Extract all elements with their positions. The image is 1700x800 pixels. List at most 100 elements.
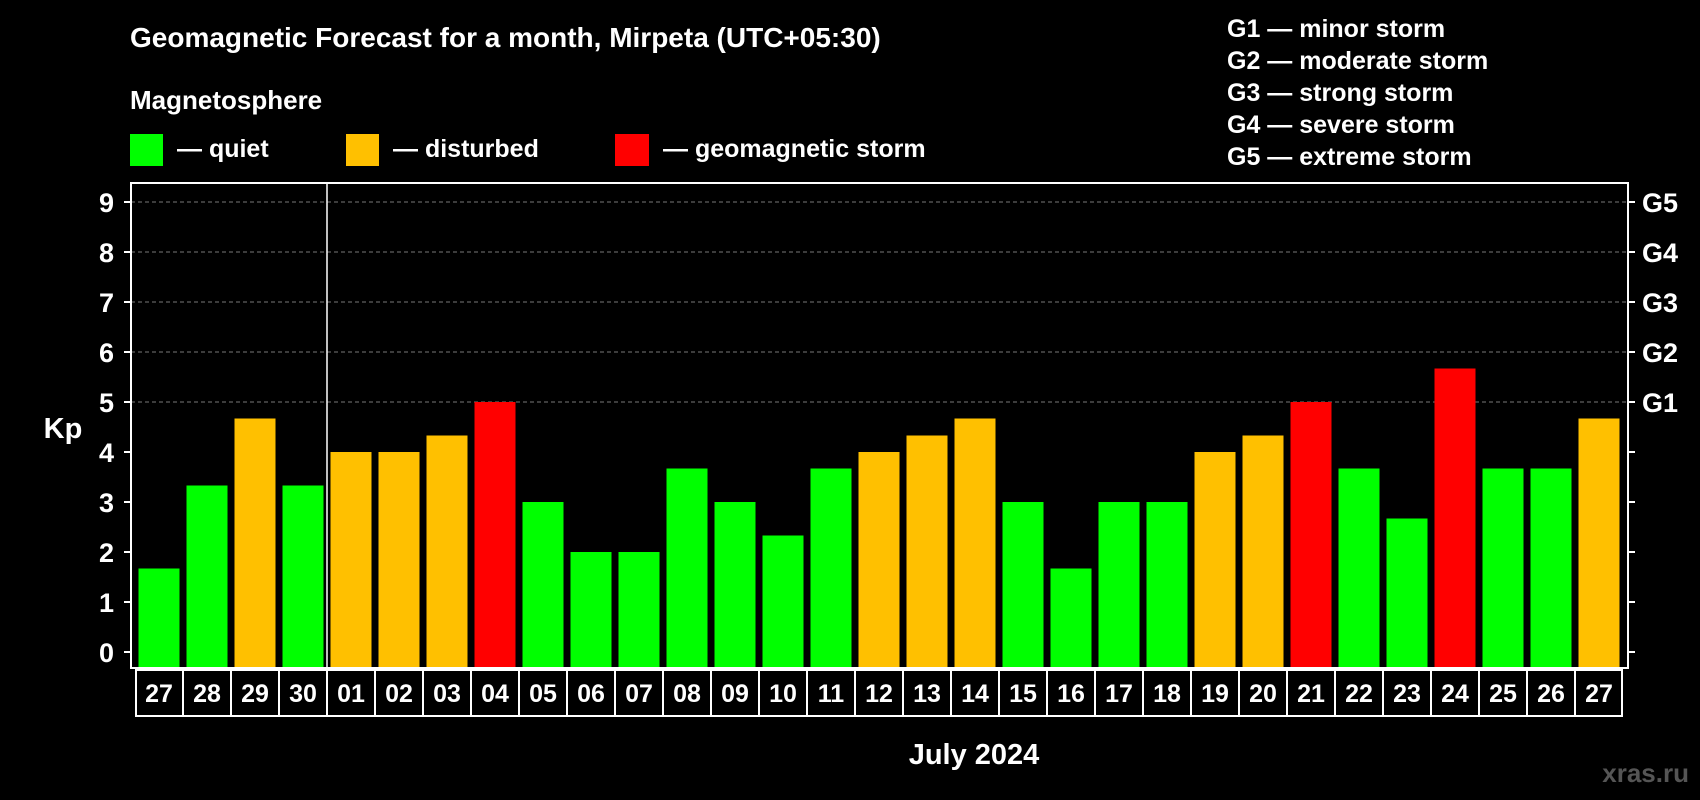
bar-0-27 <box>138 568 180 669</box>
y-tick-label-9: 9 <box>99 188 114 218</box>
x-tick-label-8: 05 <box>529 680 557 708</box>
legend-swatch-quiet <box>130 134 163 166</box>
y-tick-label-4: 4 <box>99 438 114 468</box>
bar-2-29 <box>234 418 276 669</box>
bars-layer <box>138 368 1620 669</box>
g-level-label-g2: G2 <box>1642 338 1678 368</box>
x-tick-label-16: 13 <box>913 680 941 708</box>
bar-14-11 <box>810 468 852 669</box>
watermark: xras.ru <box>1602 758 1689 788</box>
bar-1-28 <box>186 485 228 669</box>
bar-10-07 <box>618 552 660 669</box>
y-tick-label-7: 7 <box>99 288 114 318</box>
chart-subtitle: Magnetosphere <box>130 85 322 115</box>
bar-4-01 <box>330 452 372 669</box>
x-tick-label-18: 15 <box>1009 680 1037 708</box>
bar-30-27 <box>1578 418 1620 669</box>
x-tick-label-21: 18 <box>1153 680 1181 708</box>
bar-5-02 <box>378 452 420 669</box>
legend: — quiet — disturbed — geomagnetic storm <box>130 134 926 166</box>
x-tick-label-12: 09 <box>721 680 749 708</box>
bar-15-12 <box>858 452 900 669</box>
x-tick-label-3: 30 <box>289 680 317 708</box>
x-tick-label-9: 06 <box>577 680 605 708</box>
bar-3-30 <box>282 485 324 669</box>
x-tick-label-14: 11 <box>818 680 845 708</box>
y-tick-label-0: 0 <box>99 638 114 668</box>
x-tick-label-2: 29 <box>241 680 269 708</box>
legend-label-storm: — geomagnetic storm <box>663 135 926 163</box>
g-level-label-g5: G5 <box>1642 188 1678 218</box>
storm-scale-g1: G1 — minor storm <box>1227 15 1445 43</box>
y-tick-label-1: 1 <box>99 588 114 618</box>
x-tick-label-30: 27 <box>1585 680 1613 708</box>
x-tick-label-4: 01 <box>337 680 365 708</box>
y-axis-label: Kp <box>44 413 83 445</box>
bar-19-16 <box>1050 568 1092 669</box>
bar-22-19 <box>1194 452 1236 669</box>
x-tick-label-11: 08 <box>673 680 701 708</box>
x-tick-label-1: 28 <box>193 680 221 708</box>
storm-scale-g3: G3 — strong storm <box>1227 79 1453 107</box>
legend-swatch-disturbed <box>346 134 379 166</box>
bar-17-14 <box>954 418 996 669</box>
storm-scale-g5: G5 — extreme storm <box>1227 143 1472 171</box>
legend-swatch-storm <box>615 134 649 166</box>
y-tick-label-6: 6 <box>99 338 114 368</box>
g-level-label-g3: G3 <box>1642 288 1678 318</box>
y-tick-label-5: 5 <box>99 388 114 418</box>
bar-18-15 <box>1002 502 1044 669</box>
storm-scale-g4: G4 — severe storm <box>1227 111 1455 139</box>
bar-28-25 <box>1482 468 1524 669</box>
y-tick-label-2: 2 <box>99 538 114 568</box>
g-level-label-g4: G4 <box>1642 238 1678 268</box>
x-tick-label-5: 02 <box>385 680 413 708</box>
x-tick-label-10: 07 <box>625 680 653 708</box>
x-tick-label-27: 24 <box>1441 680 1469 708</box>
bar-21-18 <box>1146 502 1188 669</box>
y-tick-label-3: 3 <box>99 488 114 518</box>
bar-12-09 <box>714 502 756 669</box>
bar-7-04 <box>474 402 516 669</box>
storm-scale-g2: G2 — moderate storm <box>1227 47 1488 75</box>
bar-9-06 <box>570 552 612 669</box>
bar-25-22 <box>1338 468 1380 669</box>
bar-16-13 <box>906 435 948 669</box>
x-axis-label: July 2024 <box>909 739 1040 771</box>
grid-layer <box>131 201 1628 403</box>
plot-frame <box>130 182 1629 669</box>
x-tick-label-0: 27 <box>145 680 173 708</box>
bar-23-20 <box>1242 435 1284 669</box>
bar-8-05 <box>522 502 564 669</box>
bar-26-23 <box>1386 518 1428 669</box>
storm-scale: G1 — minor storm G2 — moderate storm G3 … <box>1227 15 1488 171</box>
legend-label-disturbed: — disturbed <box>393 135 539 163</box>
bar-24-21 <box>1290 402 1332 669</box>
x-tick-label-20: 17 <box>1105 680 1133 708</box>
x-tick-label-29: 26 <box>1537 680 1565 708</box>
g-level-label-g1: G1 <box>1642 388 1678 418</box>
x-tick-label-19: 16 <box>1057 680 1085 708</box>
x-tick-label-22: 19 <box>1201 680 1229 708</box>
bar-20-17 <box>1098 502 1140 669</box>
x-tick-label-26: 23 <box>1393 680 1421 708</box>
bar-13-10 <box>762 535 804 669</box>
x-tick-label-13: 10 <box>769 680 797 708</box>
y-tick-label-8: 8 <box>99 238 114 268</box>
chart-title: Geomagnetic Forecast for a month, Mirpet… <box>130 22 881 53</box>
legend-label-quiet: — quiet <box>177 135 269 163</box>
x-tick-label-17: 14 <box>961 680 989 708</box>
x-label-row <box>135 669 1623 717</box>
x-tick-label-23: 20 <box>1249 680 1277 708</box>
x-tick-label-28: 25 <box>1489 680 1517 708</box>
x-tick-label-25: 22 <box>1345 680 1373 708</box>
bar-27-24 <box>1434 368 1476 669</box>
x-tick-label-6: 03 <box>433 680 461 708</box>
bar-29-26 <box>1530 468 1572 669</box>
x-tick-label-24: 21 <box>1297 680 1325 708</box>
bar-6-03 <box>426 435 468 669</box>
bar-11-08 <box>666 468 708 669</box>
x-tick-label-7: 04 <box>481 680 509 708</box>
